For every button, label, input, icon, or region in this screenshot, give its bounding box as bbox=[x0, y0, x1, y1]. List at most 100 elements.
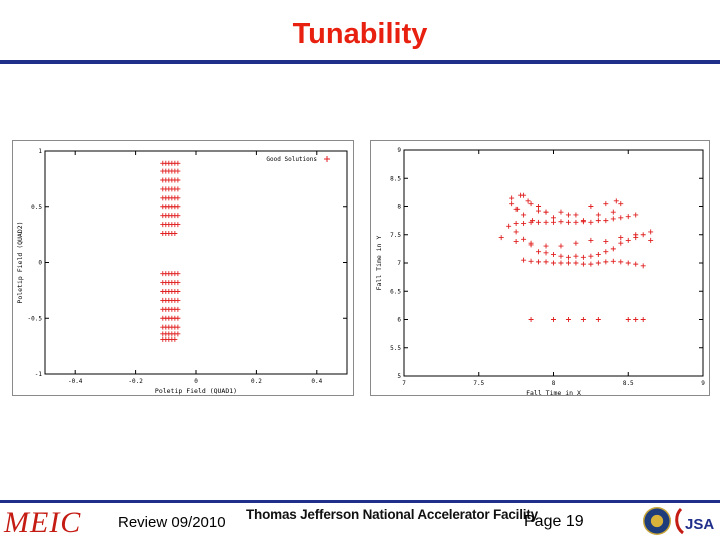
y-tick-label: 9 bbox=[397, 147, 401, 154]
data-point bbox=[175, 195, 181, 201]
data-point bbox=[633, 317, 639, 322]
data-point bbox=[175, 271, 181, 277]
data-point bbox=[521, 192, 527, 198]
data-point bbox=[521, 212, 527, 218]
y-axis-label: Poletip Field (QUAD2) bbox=[16, 221, 24, 303]
doe-seal-icon bbox=[643, 507, 671, 535]
data-point bbox=[172, 336, 178, 342]
y-axis-label: Fall Time in Y bbox=[375, 236, 383, 291]
data-point bbox=[625, 317, 631, 322]
data-point bbox=[543, 250, 549, 256]
y-tick-label: 0 bbox=[38, 260, 42, 267]
data-point bbox=[595, 317, 601, 322]
data-point bbox=[625, 214, 631, 220]
data-point bbox=[573, 260, 579, 266]
data-point bbox=[506, 223, 512, 229]
x-tick-label: -0.2 bbox=[128, 378, 143, 385]
data-point bbox=[580, 218, 586, 224]
data-point bbox=[588, 261, 594, 267]
data-point bbox=[595, 212, 601, 218]
data-point bbox=[513, 220, 519, 226]
x-tick-label: 7.5 bbox=[473, 380, 484, 387]
data-point bbox=[513, 229, 519, 235]
data-point bbox=[175, 177, 181, 183]
data-point bbox=[565, 254, 571, 260]
data-point bbox=[573, 240, 579, 246]
data-point bbox=[543, 259, 549, 265]
data-point bbox=[618, 240, 624, 246]
data-point bbox=[565, 260, 571, 266]
data-point bbox=[558, 209, 564, 215]
data-point bbox=[618, 215, 624, 221]
data-point bbox=[610, 209, 616, 215]
data-point bbox=[175, 168, 181, 174]
data-point bbox=[603, 218, 609, 224]
data-point bbox=[640, 317, 646, 322]
data-point bbox=[565, 219, 571, 225]
data-point bbox=[551, 252, 556, 258]
jsa-logo-icon: JSA bbox=[675, 507, 714, 535]
data-point bbox=[618, 259, 624, 265]
data-point bbox=[551, 215, 556, 221]
data-point bbox=[595, 218, 601, 224]
data-point bbox=[618, 235, 624, 241]
data-point bbox=[509, 195, 515, 201]
data-point bbox=[640, 263, 646, 269]
data-point bbox=[513, 239, 519, 245]
data-point bbox=[536, 208, 542, 214]
x-axis-label: Poletip Field (QUAD1) bbox=[155, 387, 237, 395]
data-point bbox=[603, 239, 609, 245]
data-point bbox=[551, 317, 556, 322]
data-point bbox=[595, 252, 601, 258]
data-point bbox=[175, 186, 181, 192]
y-tick-label: 7 bbox=[397, 260, 401, 267]
y-tick-label: 5 bbox=[397, 373, 401, 380]
data-point bbox=[648, 237, 654, 243]
data-point bbox=[573, 253, 579, 259]
data-point bbox=[536, 259, 542, 265]
chart-fall-time: 7 7.5 8 8.5 9 9 8.5 8 7.5 7 6.5 6 5.5 5 Fall Time in X… bbox=[370, 140, 710, 396]
data-point bbox=[588, 219, 594, 225]
plot-frame bbox=[44, 150, 348, 375]
data-point bbox=[610, 216, 616, 222]
data-point bbox=[573, 219, 579, 225]
legend-label: Good Solutions bbox=[266, 156, 317, 163]
data-point bbox=[633, 212, 639, 218]
data-point bbox=[498, 235, 504, 241]
data-point bbox=[613, 198, 619, 204]
data-point bbox=[558, 253, 564, 259]
x-tick-label: 7 bbox=[402, 380, 406, 387]
data-point bbox=[521, 220, 527, 226]
data-point bbox=[175, 306, 181, 312]
x-tick-label: 9 bbox=[701, 380, 705, 387]
data-point bbox=[558, 260, 564, 266]
data-point bbox=[565, 317, 571, 322]
data-point bbox=[175, 222, 181, 228]
data-point bbox=[543, 219, 549, 225]
x-tick-label: 8 bbox=[552, 380, 556, 387]
data-point bbox=[175, 324, 181, 330]
data-point bbox=[543, 209, 549, 215]
data-point bbox=[633, 261, 639, 267]
data-point bbox=[580, 254, 586, 260]
y-tick-label: 6.5 bbox=[390, 288, 401, 295]
data-point bbox=[175, 288, 181, 294]
chart-poletip-field: -0.4 -0.2 0 0.2 0.4 1 0.5 0 -0.5 -1 Poletip Field … bbox=[12, 140, 354, 396]
x-axis-label: Fall Time in X bbox=[526, 389, 581, 395]
x-tick-label: 0 bbox=[194, 378, 198, 385]
y-tick-label: 1 bbox=[38, 148, 42, 155]
data-point bbox=[525, 198, 531, 204]
data-point bbox=[528, 201, 534, 207]
footer-divider bbox=[0, 500, 720, 503]
data-point bbox=[595, 260, 601, 266]
y-tick-label: 0.5 bbox=[31, 204, 42, 211]
data-point bbox=[551, 260, 556, 266]
data-point bbox=[175, 204, 181, 210]
data-point bbox=[536, 219, 542, 225]
slide-title: Tunability bbox=[292, 18, 428, 50]
y-tick-label: -0.5 bbox=[28, 315, 43, 322]
data-point bbox=[603, 259, 609, 265]
data-point bbox=[536, 249, 542, 255]
meic-logo: MEIC bbox=[4, 506, 81, 540]
data-point bbox=[580, 317, 586, 322]
